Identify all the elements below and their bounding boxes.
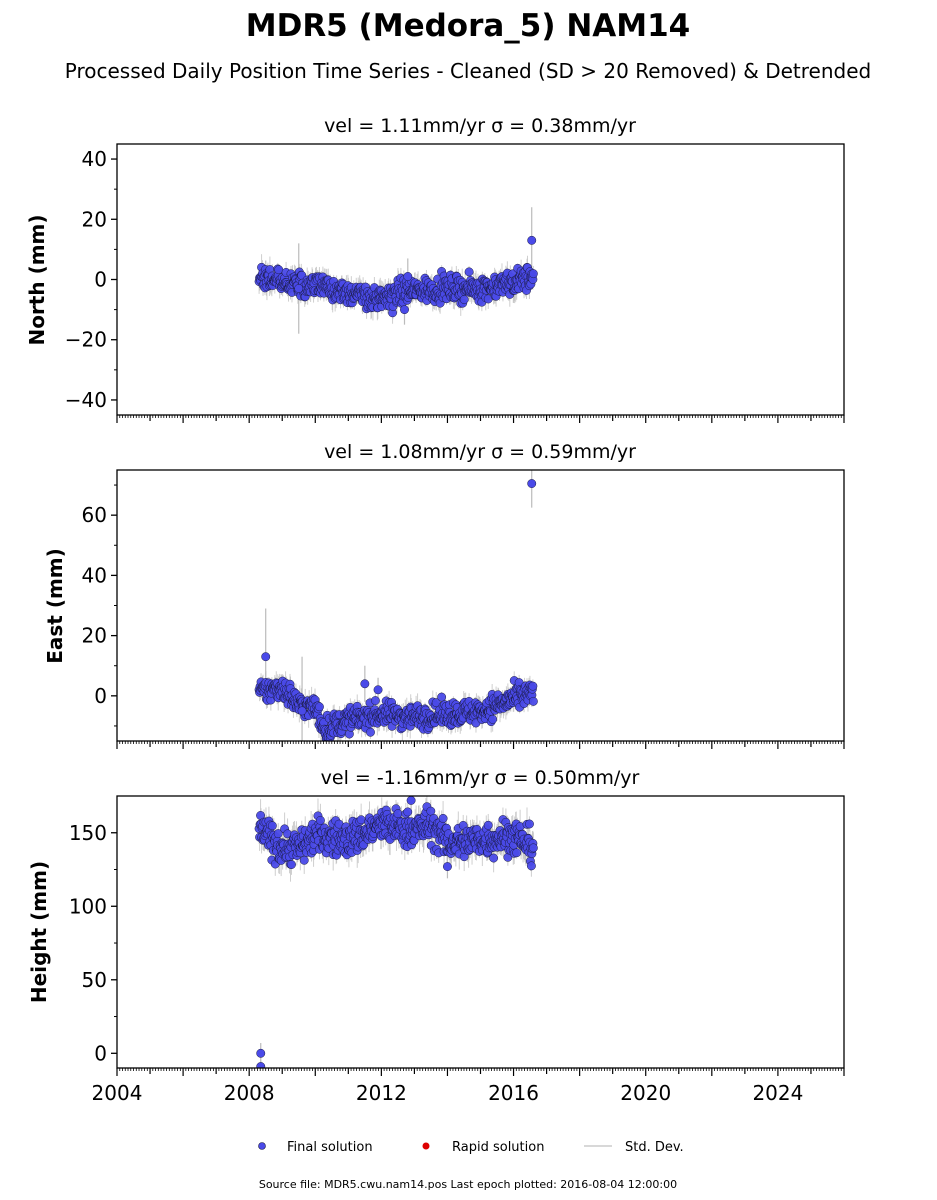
outlier-point [256, 1048, 266, 1058]
points [254, 235, 538, 318]
y-tick-label: 40 [82, 147, 107, 171]
final-solution-point [528, 681, 538, 691]
y-tick-label: 100 [69, 894, 107, 918]
x-tick-label: 2004 [92, 1081, 143, 1105]
outlier-point [261, 652, 271, 662]
y-tick-label: 0 [94, 684, 107, 708]
east-y-axis-label: East (mm) [43, 548, 67, 664]
legend: Final solution Rapid solution Std. Dev. [258, 1140, 684, 1155]
subplot-east: vel = 1.08mm/yr σ = 0.59mm/yr East (mm) … [43, 441, 845, 749]
final-solution-point [459, 295, 469, 304]
y-tick-label: 40 [82, 563, 107, 587]
outlier-point [294, 284, 304, 293]
y-tick-label: 60 [82, 503, 107, 527]
final-solution-point [528, 696, 538, 706]
y-tick-label: 20 [82, 624, 107, 648]
north-y-axis-label: North (mm) [25, 214, 49, 345]
subplot-north: vel = 1.11mm/yr σ = 0.38mm/yr North (mm)… [25, 115, 845, 423]
outlier-point [406, 796, 416, 805]
y-tick-label: 50 [82, 968, 107, 992]
final-solution-point [489, 853, 499, 863]
final-solution-point [524, 819, 534, 829]
final-solution-point [356, 815, 366, 825]
y-tick-label: 0 [94, 268, 107, 292]
points [254, 796, 538, 1068]
outlier-point [403, 272, 413, 281]
y-tick-label: −20 [65, 328, 107, 352]
final-solution-point [528, 269, 538, 279]
legend-rapid-marker [422, 1142, 430, 1150]
x-tick-label: 2016 [488, 1081, 539, 1105]
x-tick-label: 2012 [356, 1081, 407, 1105]
north-panel-title: vel = 1.11mm/yr σ = 0.38mm/yr [324, 115, 636, 137]
legend-final-label: Final solution [287, 1140, 373, 1155]
outlier-point [373, 685, 383, 695]
outlier-point [297, 706, 307, 716]
final-solution-point [528, 843, 538, 853]
y-tick-label: 20 [82, 207, 107, 231]
x-tick-label: 2008 [224, 1081, 275, 1105]
legend-final-marker [258, 1142, 266, 1150]
legend-rapid-label: Rapid solution [452, 1140, 544, 1155]
final-solution-point [526, 861, 536, 871]
y-tick-label: 0 [94, 1041, 107, 1065]
final-solution-point [464, 267, 474, 277]
points [254, 479, 538, 741]
x-tick-label: 2020 [620, 1081, 671, 1105]
final-solution-point [370, 696, 380, 706]
subplot-height: vel = -1.16mm/yr σ = 0.50mm/yr Height (m… [27, 767, 845, 1105]
final-solution-point [315, 815, 325, 825]
y-tick-label: −40 [65, 388, 107, 412]
height-panel-title: vel = -1.16mm/yr σ = 0.50mm/yr [321, 767, 640, 789]
height-y-axis-label: Height (mm) [27, 861, 51, 1003]
figure-title: MDR5 (Medora_5) NAM14 [246, 8, 691, 44]
final-solution-point [437, 692, 447, 702]
final-solution-point [267, 821, 277, 831]
final-solution-point [273, 829, 283, 839]
final-solution-point [299, 855, 309, 865]
final-solution-point [438, 813, 448, 823]
outlier-point [360, 679, 370, 689]
final-solution-point [403, 807, 413, 817]
source-note: Source file: MDR5.cwu.nam14.pos Last epo… [259, 1178, 677, 1191]
outlier-point [443, 862, 452, 872]
outlier-point [400, 305, 409, 315]
outlier-point [527, 479, 537, 488]
outlier-point [256, 1062, 266, 1068]
final-solution-point [483, 820, 493, 830]
final-solution-point [512, 848, 522, 858]
figure-subtitle: Processed Daily Position Time Series - C… [65, 59, 871, 83]
final-solution-point [366, 727, 375, 737]
final-solution-point [393, 809, 403, 819]
legend-sd-label: Std. Dev. [625, 1140, 684, 1155]
east-panel-title: vel = 1.08mm/yr σ = 0.59mm/yr [324, 441, 636, 463]
final-solution-point [314, 702, 324, 712]
x-tick-label: 2024 [752, 1081, 803, 1105]
y-tick-label: 150 [69, 821, 107, 845]
final-solution-point [488, 714, 498, 724]
final-solution-point [287, 860, 296, 870]
outlier-point [527, 235, 537, 245]
